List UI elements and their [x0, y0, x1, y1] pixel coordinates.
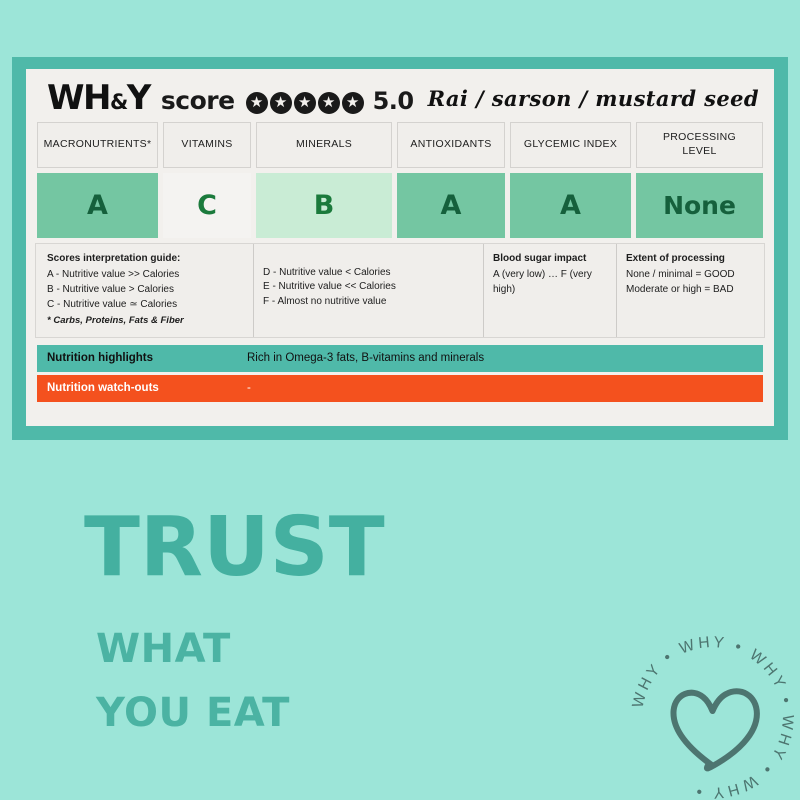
heart-icon	[670, 688, 760, 772]
grade-column-macronutrients: MACRONUTRIENTS* A	[37, 121, 158, 238]
guide-line-c: C - Nutritive value ≃ Calories	[47, 298, 178, 310]
nutrition-notes: Nutrition highlights Rich in Omega-3 fat…	[35, 344, 765, 402]
grade-cell-macronutrients: A	[37, 172, 158, 238]
guide-line-a: A - Nutritive value >> Calories	[47, 269, 180, 281]
grade-table: MACRONUTRIENTS* A VITAMINS C MINERALS B …	[35, 121, 765, 238]
column-header-macronutrients: MACRONUTRIENTS*	[37, 121, 158, 168]
column-header-vitamins: VITAMINS	[163, 121, 251, 168]
scorecard-header: WH&Y score ★ ★ ★ ★ ★ 5.0 Rai / sarson / …	[35, 79, 765, 122]
tagline-line-what: WHAT	[96, 626, 231, 672]
guide-title-blood-sugar: Blood sugar impact	[493, 252, 587, 264]
brand-logo-wh: WH	[47, 78, 111, 118]
guide-processing-bad: Moderate or high = BAD	[626, 284, 734, 296]
star-icon: ★	[245, 91, 268, 114]
guide-section-processing: Extent of processing None / minimal = GO…	[616, 243, 762, 337]
star-icon: ★	[317, 91, 340, 114]
star-icon: ★	[293, 91, 316, 114]
nutrition-highlights-label: Nutrition highlights	[47, 352, 154, 365]
nutrition-watchouts-value: -	[247, 382, 251, 395]
guide-blood-sugar-scale: A (very low) … F (very high)	[493, 269, 592, 296]
tagline-line-trust: TRUST	[84, 500, 385, 595]
grade-cell-vitamins: C	[163, 172, 251, 238]
column-header-minerals: MINERALS	[256, 121, 392, 168]
star-rating: ★ ★ ★ ★ ★	[245, 91, 364, 114]
column-header-processing-level-line2: LEVEL	[682, 144, 717, 157]
tagline-line-you-eat: YOU EAT	[96, 690, 290, 736]
why-badge-ring-text: WHY • WHY • WHY • WHY • WHY •	[630, 634, 797, 800]
guide-line-f: F - Almost no nutritive value	[263, 296, 387, 308]
interpretation-guide: Scores interpretation guide: A - Nutriti…	[35, 242, 765, 338]
grade-cell-antioxidants: A	[397, 172, 505, 238]
why-badge-svg: WHY • WHY • WHY • WHY • WHY •	[630, 634, 797, 800]
star-icon: ★	[341, 91, 364, 114]
column-header-processing-level: PROCESSING LEVEL	[636, 121, 763, 168]
column-header-glycemic-index: GLYCEMIC INDEX	[510, 121, 631, 168]
grade-column-minerals: MINERALS B	[256, 121, 392, 238]
guide-processing-good: None / minimal = GOOD	[626, 269, 735, 281]
guide-section-blood-sugar: Blood sugar impact A (very low) … F (ver…	[483, 243, 611, 337]
grade-column-glycemic-index: GLYCEMIC INDEX A	[510, 121, 631, 238]
scorecard-frame: WH&Y score ★ ★ ★ ★ ★ 5.0 Rai / sarson / …	[12, 57, 788, 440]
star-icon: ★	[269, 91, 292, 114]
guide-title-scores: Scores interpretation guide:	[47, 252, 181, 264]
nutrition-watchouts-row: Nutrition watch-outs -	[37, 374, 763, 402]
brand-block: WH&Y score ★ ★ ★ ★ ★ 5.0	[47, 81, 414, 116]
grade-cell-processing-level: None	[636, 172, 763, 238]
nutrition-highlights-row: Nutrition highlights Rich in Omega-3 fat…	[37, 344, 763, 372]
guide-footnote: * Carbs, Proteins, Fats & Fiber	[47, 314, 184, 326]
score-label: score	[160, 86, 235, 115]
guide-section-scores: Scores interpretation guide: A - Nutriti…	[38, 244, 248, 337]
guide-line-b: B - Nutritive value > Calories	[47, 284, 174, 296]
brand-logo-ampersand: &	[109, 90, 128, 114]
brand-logo: WH&Y	[47, 78, 152, 118]
nutrition-highlights-value: Rich in Omega-3 fats, B-vitamins and min…	[247, 352, 485, 365]
score-value: 5.0	[372, 87, 415, 115]
why-circular-badge: WHY • WHY • WHY • WHY • WHY •	[620, 625, 800, 800]
food-name: Rai / sarson / mustard seed	[427, 85, 759, 111]
brand-logo-y: Y	[126, 78, 152, 118]
grade-column-vitamins: VITAMINS C	[163, 121, 251, 238]
guide-title-processing: Extent of processing	[626, 252, 725, 264]
grade-cell-glycemic-index: A	[510, 172, 631, 238]
grade-cell-minerals: B	[256, 172, 392, 238]
column-header-processing-level-line1: PROCESSING	[662, 131, 736, 144]
grade-column-processing-level: PROCESSING LEVEL None	[636, 121, 763, 238]
nutrition-watchouts-label: Nutrition watch-outs	[47, 382, 159, 395]
guide-line-e: E - Nutritive value << Calories	[263, 281, 396, 293]
column-header-antioxidants: ANTIOXIDANTS	[397, 121, 505, 168]
guide-section-scores-cont: D - Nutritive value < Calories E - Nutri…	[253, 243, 478, 337]
tagline-panel: TRUST WHAT YOU EAT WHY • WHY • WHY • WHY…	[0, 440, 800, 800]
guide-line-d: D - Nutritive value < Calories	[263, 266, 391, 278]
scorecard: WH&Y score ★ ★ ★ ★ ★ 5.0 Rai / sarson / …	[26, 69, 774, 426]
grade-column-antioxidants: ANTIOXIDANTS A	[397, 121, 505, 238]
